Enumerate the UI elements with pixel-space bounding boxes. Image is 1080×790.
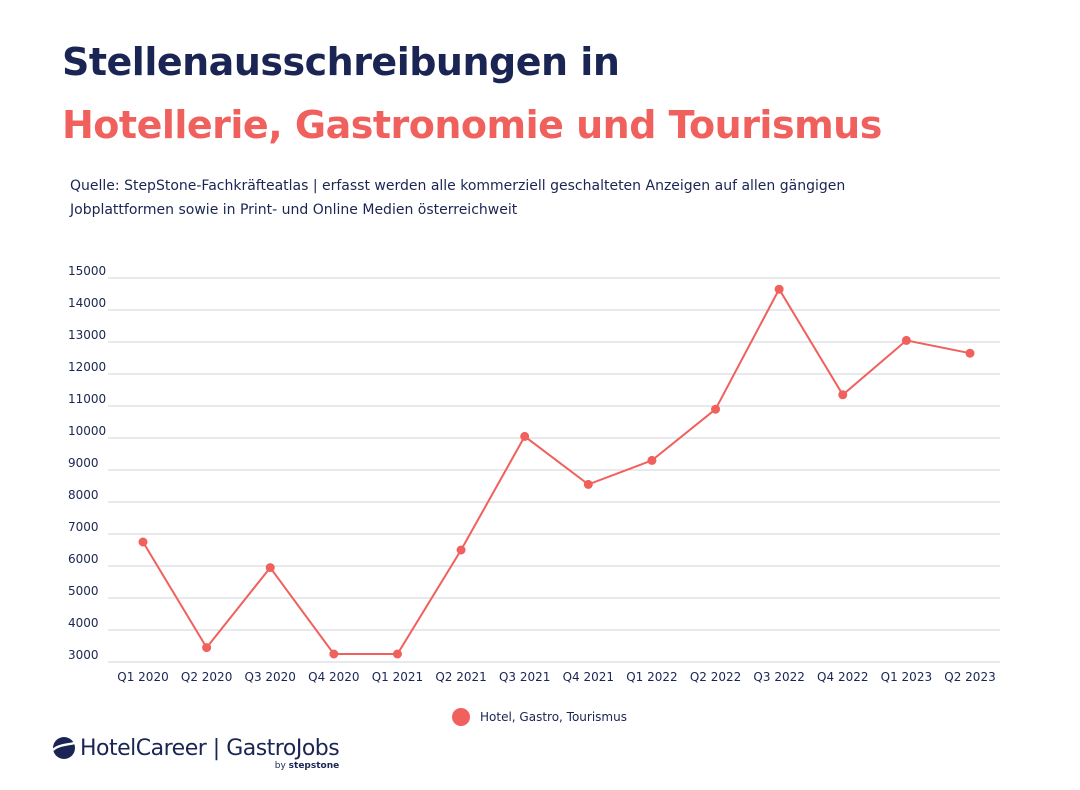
x-tick-label: Q3 2020 <box>245 670 296 684</box>
stepstone-logo-icon <box>52 737 76 759</box>
x-tick-label: Q2 2020 <box>181 670 232 684</box>
x-tick-label: Q4 2021 <box>563 670 614 684</box>
y-tick-label: 15000 <box>68 264 106 278</box>
y-tick-label: 7000 <box>68 520 99 534</box>
data-point <box>711 404 721 414</box>
logo-text: HotelCareer | GastroJobs <box>80 736 340 761</box>
x-tick-label: Q1 2021 <box>372 670 423 684</box>
logo-byline-prefix: by <box>274 761 289 771</box>
grid-lines <box>108 277 1000 663</box>
y-tick-label: 12000 <box>68 360 106 374</box>
logo-byline-brand: stepstone <box>288 761 340 771</box>
x-tick-label: Q1 2023 <box>881 670 932 684</box>
y-tick-label: 5000 <box>68 584 99 598</box>
logo-byline: by stepstone <box>80 761 339 771</box>
y-tick-label: 3000 <box>68 648 99 662</box>
y-tick-label: 10000 <box>68 424 106 438</box>
legend-label: Hotel, Gastro, Tourismus <box>480 710 627 724</box>
y-tick-label: 6000 <box>68 552 99 566</box>
data-point <box>965 348 975 358</box>
x-tick-label: Q1 2022 <box>626 670 677 684</box>
x-tick-label: Q2 2022 <box>690 670 741 684</box>
data-point <box>901 335 911 345</box>
y-tick-label: 13000 <box>68 328 106 342</box>
data-point <box>647 455 657 465</box>
data-point <box>774 284 784 294</box>
series-line <box>142 287 971 655</box>
y-tick-label: 4000 <box>68 616 99 630</box>
data-point <box>202 643 212 653</box>
y-tick-label: 11000 <box>68 392 106 406</box>
y-tick-label: 14000 <box>68 296 106 310</box>
data-point <box>838 390 848 400</box>
y-tick-label: 8000 <box>68 488 99 502</box>
x-tick-label: Q2 2023 <box>944 670 995 684</box>
x-tick-label: Q2 2021 <box>435 670 486 684</box>
source-note: Quelle: StepStone-Fachkräfteatlas | erfa… <box>70 178 846 218</box>
data-point <box>583 479 593 489</box>
brand-logo: HotelCareer | GastroJobs by stepstone <box>52 736 340 771</box>
data-point <box>329 649 339 659</box>
data-point <box>456 545 466 555</box>
legend: Hotel, Gastro, Tourismus <box>452 708 627 726</box>
data-point <box>138 537 148 547</box>
chart-title-line2: Hotellerie, Gastronomie und Tourismus <box>62 103 882 147</box>
series-hotel-gastro-tourismus <box>138 284 975 659</box>
y-tick-label: 9000 <box>68 456 99 470</box>
x-tick-label: Q1 2020 <box>117 670 168 684</box>
y-axis-ticks: 3000 4000 5000 6000 7000 8000 9000 10000 11000 12… <box>68 264 106 662</box>
x-tick-label: Q3 2022 <box>753 670 804 684</box>
x-tick-label: Q3 2021 <box>499 670 550 684</box>
data-point <box>392 649 402 659</box>
data-point <box>265 563 275 573</box>
chart-title-line1: Stellenausschreibungen in <box>62 40 620 84</box>
data-point <box>520 431 530 441</box>
x-axis-ticks: Q1 2020 Q2 2020 Q3 2020 Q4 2020 Q1 2021 Q2 20… <box>117 670 995 684</box>
x-tick-label: Q4 2022 <box>817 670 868 684</box>
legend-marker <box>452 708 470 726</box>
x-tick-label: Q4 2020 <box>308 670 359 684</box>
